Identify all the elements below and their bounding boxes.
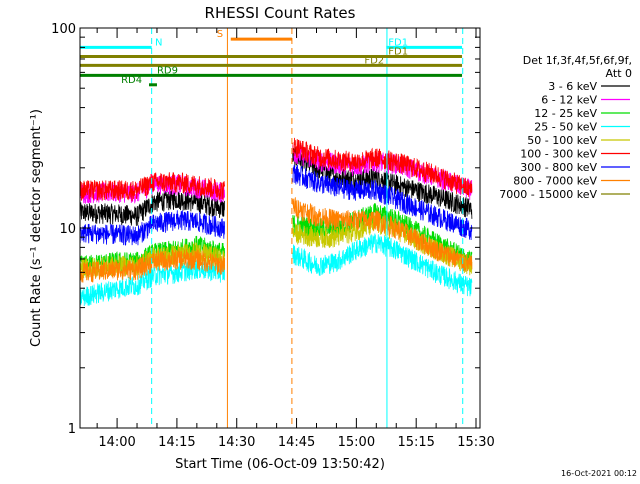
legend-label-0: 3 - 6 keV — [548, 80, 597, 93]
y-tick-label-0: 1 — [68, 422, 76, 437]
series-line-6 — [79, 164, 473, 246]
series-line-0 — [79, 147, 473, 226]
series-line-7 — [79, 197, 473, 283]
legend-label-8: 7000 - 15000 keV — [499, 188, 597, 201]
x-axis-label: Start Time (06-Oct-09 13:50:42) — [175, 457, 385, 472]
x-tick-label-0: 14:00 — [98, 435, 135, 450]
legend-label-1: 6 - 12 keV — [541, 94, 597, 107]
annotation-label-6: RD4 — [121, 75, 142, 86]
y-tick-label-2: 100 — [51, 22, 76, 37]
annotation-label-0: N — [155, 37, 162, 48]
legend-label-2: 12 - 25 keV — [534, 107, 597, 120]
legend-label-4: 50 - 100 keV — [527, 134, 597, 147]
annotation-label-5: RD9 — [157, 65, 178, 76]
x-tick-label-5: 15:15 — [397, 435, 434, 450]
x-tick-label-4: 15:00 — [338, 435, 375, 450]
y-tick-label-1: 10 — [59, 222, 76, 237]
x-tick-label-6: 15:30 — [457, 435, 494, 450]
annotation-label-3: FD1 — [388, 47, 408, 58]
annotation-label-1: S — [217, 29, 223, 40]
footer-date: 16-Oct-2021 00:12 — [561, 469, 637, 478]
legend-header-0: Det 1f,3f,4f,5f,6f,9f, — [523, 54, 632, 67]
legend-label-6: 300 - 800 keV — [520, 161, 597, 174]
legend-label-3: 25 - 50 keV — [534, 121, 597, 134]
x-tick-label-3: 14:45 — [278, 435, 315, 450]
legend-label-7: 800 - 7000 keV — [513, 175, 597, 188]
series-line-3 — [79, 233, 473, 306]
x-tick-label-1: 14:15 — [158, 435, 195, 450]
annotation-label-4: FD2 — [364, 55, 384, 66]
series-line-5 — [79, 137, 473, 202]
legend-label-5: 100 - 300 keV — [520, 148, 597, 161]
x-tick-label-2: 14:30 — [218, 435, 255, 450]
chart-title: RHESSI Count Rates — [205, 4, 356, 22]
legend-header-1: Att 0 — [606, 67, 632, 80]
y-axis-label: Count Rate (s⁻¹ detector segment⁻¹) — [29, 109, 44, 347]
annotation-label-2: FD1 — [388, 37, 408, 48]
